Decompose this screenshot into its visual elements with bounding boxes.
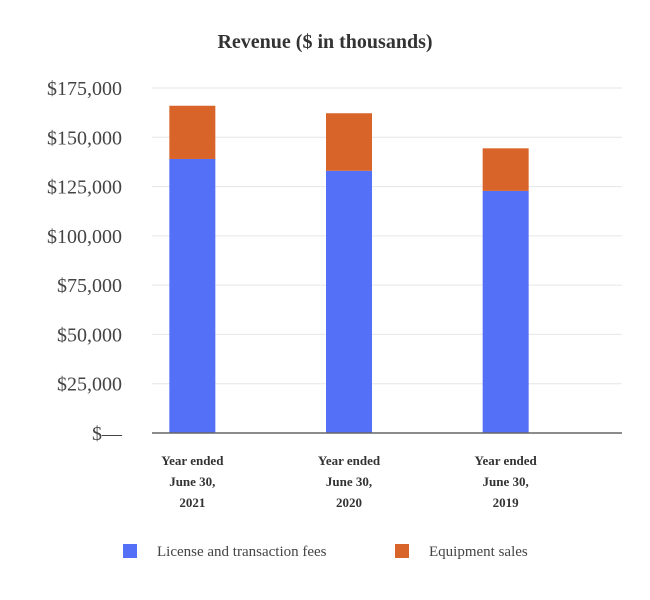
bar-segment-equipment-sales <box>169 105 216 159</box>
y-axis-ticks: $— $25,000 $50,000 $75,000 $100,000 $125,000 $… <box>47 78 123 445</box>
legend-label: Equipment sales <box>429 544 528 560</box>
bars <box>169 105 529 434</box>
bar-segment-equipment-sales <box>482 148 529 191</box>
y-tick-label: $75,000 <box>57 275 122 297</box>
y-tick-label: $125,000 <box>47 177 122 199</box>
bar-segment-equipment-sales <box>326 113 372 171</box>
legend-swatch <box>395 544 409 558</box>
x-tick-label: Year ended June 30, 2019 <box>475 453 538 510</box>
chart-title: Revenue ($ in thousands) <box>217 31 432 53</box>
y-tick-label: $150,000 <box>47 127 122 149</box>
x-axis-ticks: Year ended June 30, 2021 Year ended June 30,… <box>161 453 537 510</box>
legend-swatch <box>123 544 137 558</box>
legend-label: License and transaction fees <box>157 544 327 560</box>
bar-segment-license-fees <box>169 158 216 433</box>
y-tick-label: $100,000 <box>47 226 122 248</box>
y-tick-label: $— <box>92 423 123 445</box>
bar-segment-license-fees <box>326 170 372 434</box>
gridlines <box>152 87 622 385</box>
y-tick-label: $50,000 <box>57 324 122 346</box>
y-tick-label: $175,000 <box>47 78 122 100</box>
bar-segment-license-fees <box>482 190 529 433</box>
x-tick-label: Year ended June 30, 2021 <box>161 453 224 510</box>
legend: License and transaction fees Equipment sa… <box>123 544 528 560</box>
x-tick-label: Year ended June 30, 2020 <box>318 453 381 510</box>
y-tick-label: $25,000 <box>57 374 122 396</box>
